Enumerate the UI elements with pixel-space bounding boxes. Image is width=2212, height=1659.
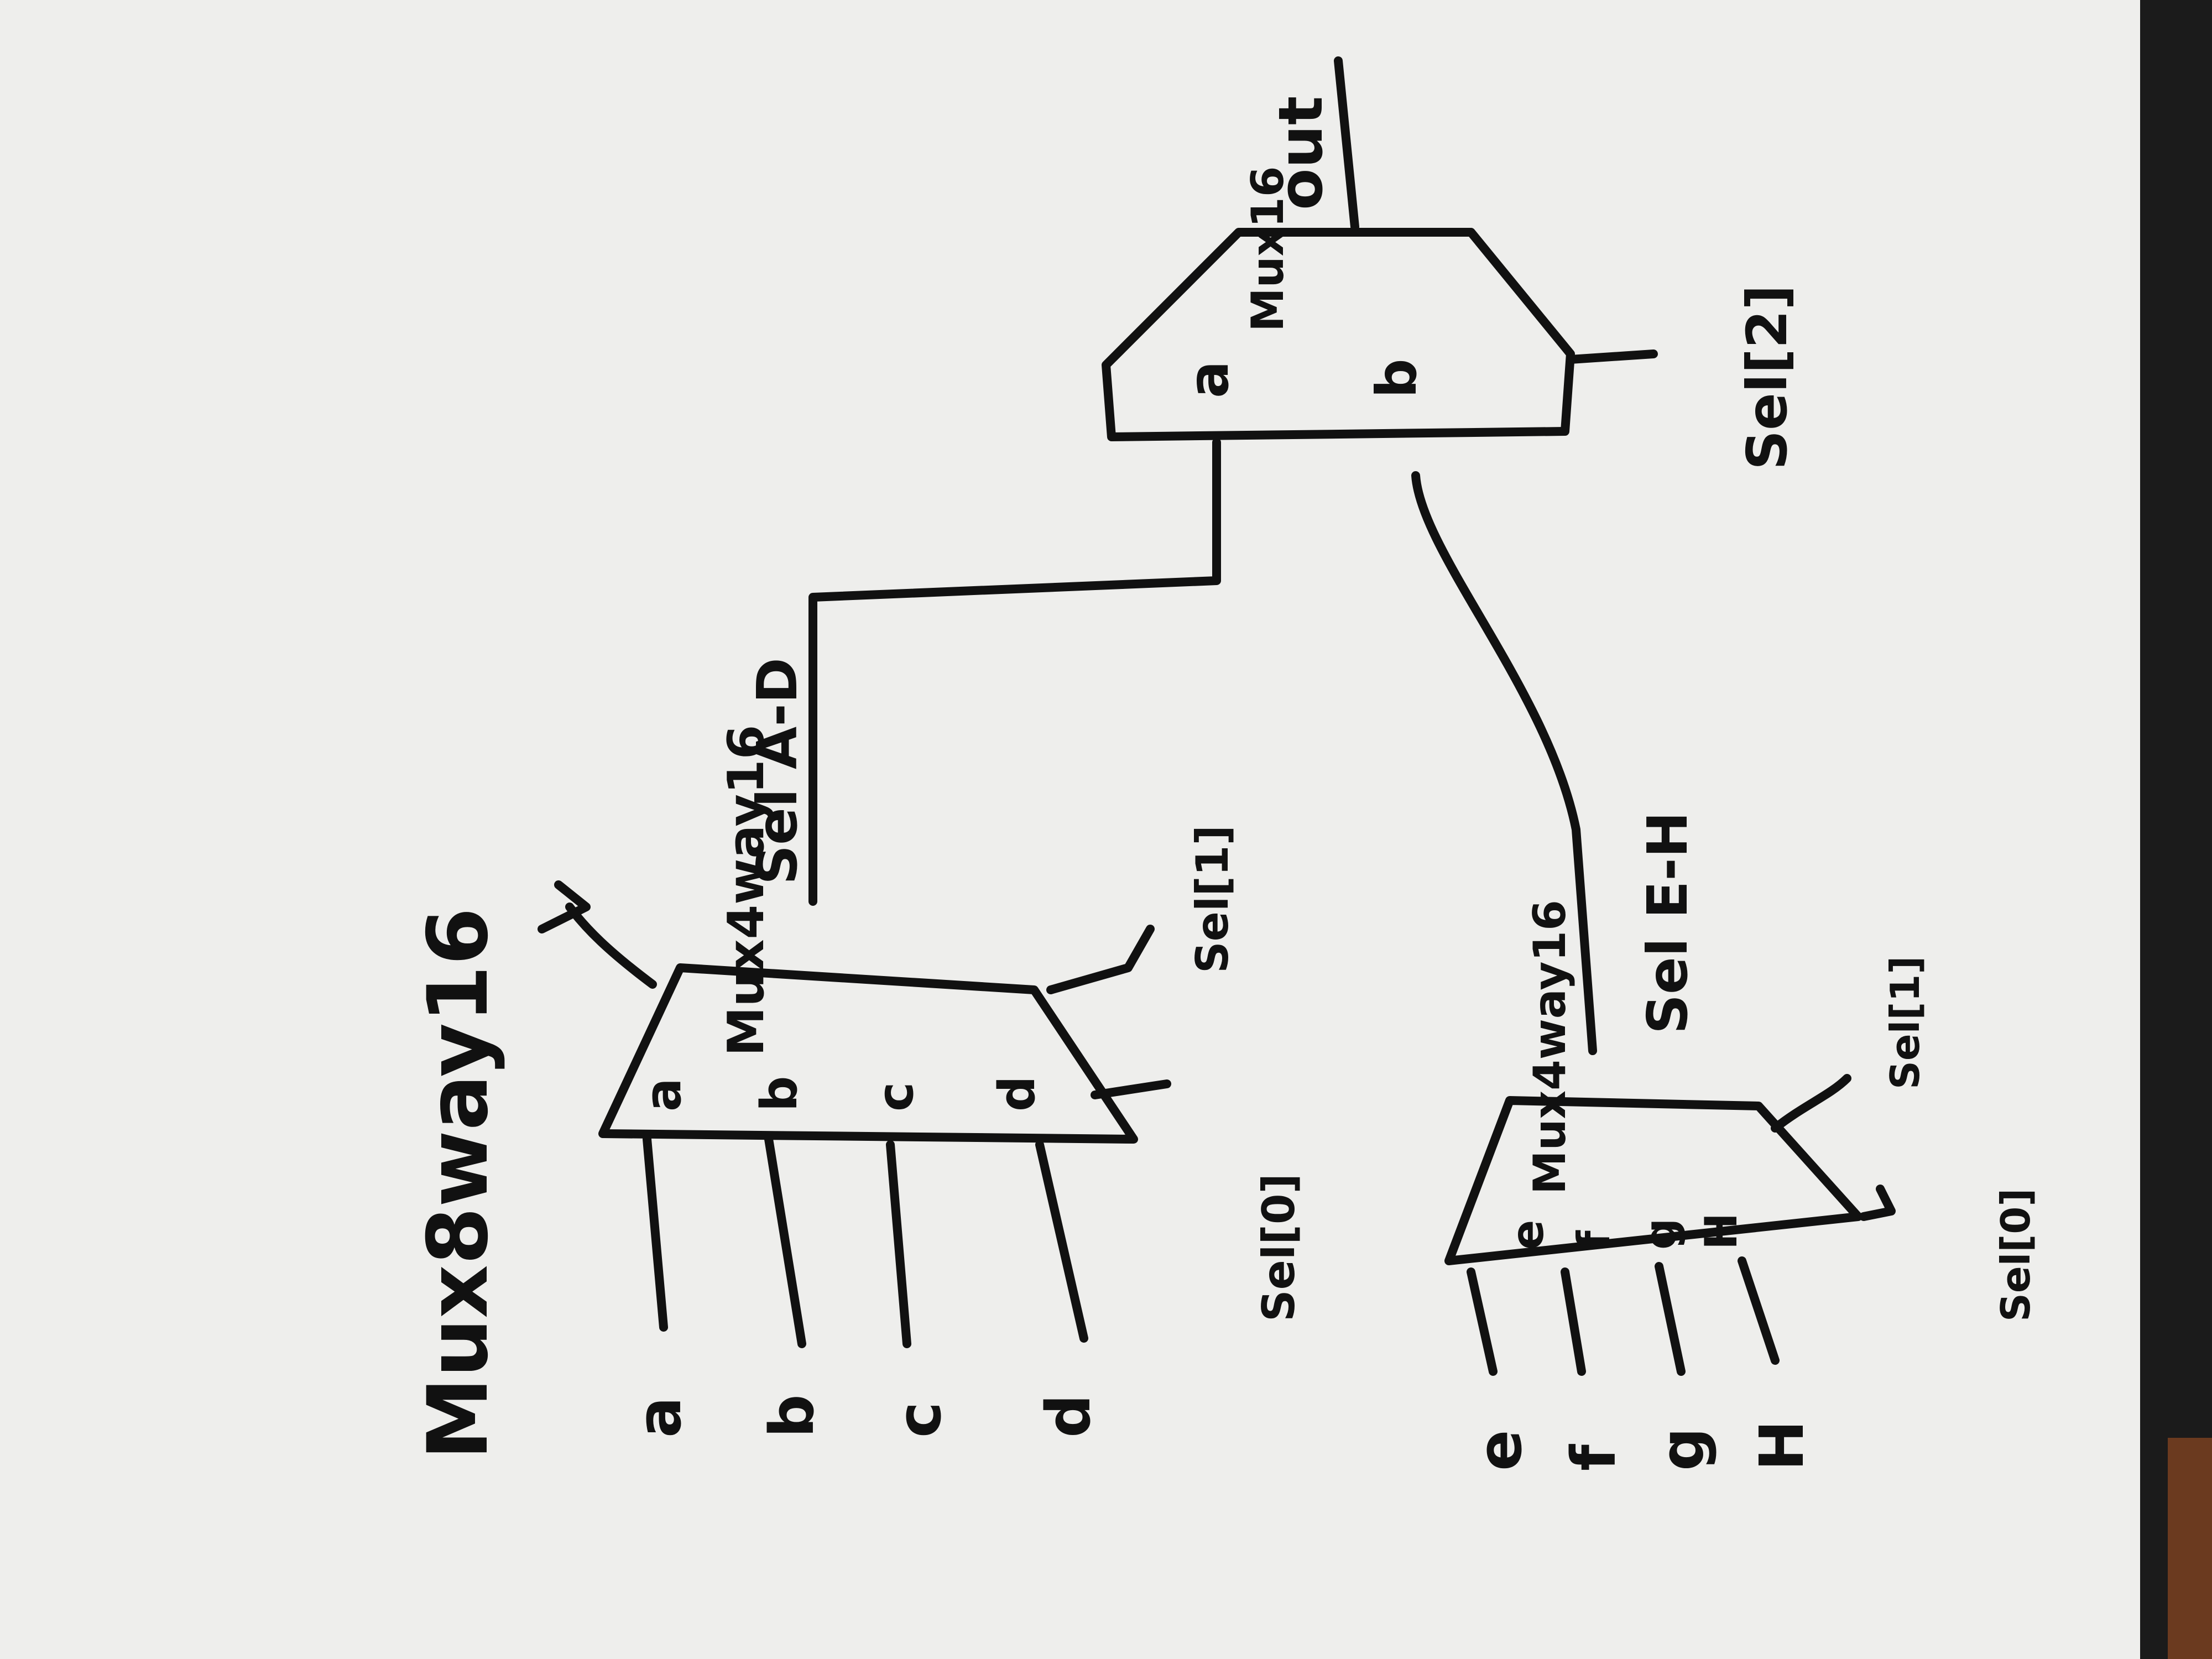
arrowhead-icon bbox=[538, 880, 591, 933]
wire-left-sel1 bbox=[1046, 925, 1155, 994]
right-mux-port-e: e bbox=[1502, 1220, 1553, 1250]
input-label-d: d bbox=[1033, 1394, 1104, 1438]
left-mux-port-c: c bbox=[867, 1082, 925, 1112]
top-mux-body bbox=[1102, 228, 1575, 441]
wire-right-sel0 bbox=[1859, 1185, 1896, 1221]
input-label-f: f bbox=[1558, 1444, 1629, 1471]
wire-output bbox=[1334, 56, 1359, 231]
wire-input-g bbox=[1655, 1262, 1686, 1376]
input-label-h: H bbox=[1746, 1420, 1817, 1471]
right-mux-port-h: H bbox=[1695, 1213, 1747, 1250]
wire-left-out bbox=[808, 438, 1221, 906]
left-sel-high-label: Sel[1] bbox=[1187, 825, 1238, 973]
input-label-e: e bbox=[1464, 1430, 1535, 1471]
left-mux-body bbox=[598, 963, 1138, 1144]
wire-input-b bbox=[764, 1135, 806, 1348]
right-mux-port-f: f bbox=[1568, 1230, 1620, 1250]
table-edge bbox=[2140, 0, 2212, 1659]
wire-input-h bbox=[1738, 1256, 1780, 1365]
top-mux-name: Mux16 bbox=[1242, 166, 1293, 332]
right-sel-low-label: Sel[0] bbox=[1992, 1188, 2039, 1322]
right-mux-out-label: Sel E-H bbox=[1635, 812, 1700, 1034]
input-label-b: b bbox=[757, 1394, 827, 1438]
input-label-c: c bbox=[884, 1402, 954, 1438]
paper-sheet bbox=[0, 0, 2140, 1659]
left-mux-name: Mux4way16 bbox=[717, 725, 775, 1056]
top-sel-label: Sel[2] bbox=[1735, 285, 1799, 470]
wire-input-d bbox=[1035, 1140, 1088, 1343]
wire-input-c bbox=[886, 1140, 911, 1348]
diagram-title: Mux8way16 bbox=[410, 907, 507, 1460]
input-label-a: a bbox=[624, 1397, 695, 1438]
left-sel-low-label: Sel[0] bbox=[1253, 1173, 1305, 1322]
wire-top-sel bbox=[1566, 349, 1658, 364]
top-mux-port-a: a bbox=[1176, 361, 1241, 398]
top-mux-port-b: b bbox=[1364, 358, 1429, 398]
input-label-g: g bbox=[1647, 1427, 1718, 1471]
wire-right-sel1 bbox=[1771, 1074, 1851, 1133]
right-mux-name: Mux4way16 bbox=[1524, 900, 1575, 1194]
right-sel-high-label: Sel[1] bbox=[1882, 956, 1928, 1089]
output-label: out bbox=[1265, 96, 1336, 210]
wire-left-sel0 bbox=[1091, 1079, 1171, 1099]
wire-input-f bbox=[1561, 1267, 1586, 1376]
left-mux-port-a: a bbox=[634, 1078, 692, 1112]
wire-input-a bbox=[643, 1135, 668, 1332]
wood-corner bbox=[2168, 1438, 2212, 1659]
wire-input-e bbox=[1467, 1267, 1498, 1376]
right-mux-port-g: g bbox=[1635, 1218, 1686, 1250]
right-mux-body bbox=[1444, 1096, 1863, 1265]
left-mux-port-b: b bbox=[750, 1076, 808, 1112]
left-mux-out-label: Sel A-D bbox=[745, 658, 810, 885]
left-mux-port-d: d bbox=[988, 1076, 1046, 1112]
wire-right-out bbox=[1411, 471, 1597, 1055]
